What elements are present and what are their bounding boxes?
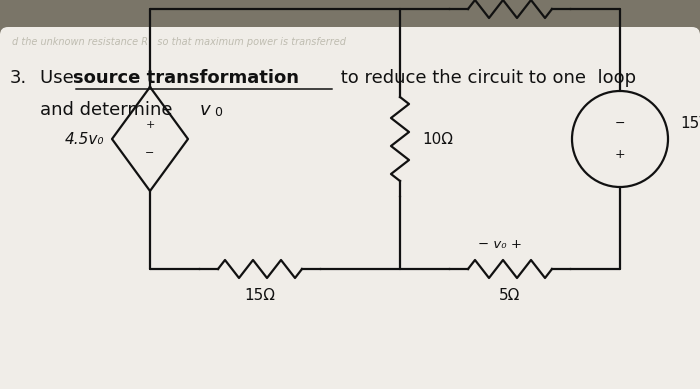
Text: 15Ω: 15Ω [244,288,276,303]
Text: source transformation: source transformation [73,69,299,87]
Text: 3.: 3. [10,69,27,87]
Text: 0: 0 [214,106,222,119]
Text: +: + [146,120,155,130]
Text: −: − [615,116,625,130]
Text: Use: Use [40,69,80,87]
FancyBboxPatch shape [0,34,700,389]
Text: d the unknown resistance R   so that maximum power is transferred: d the unknown resistance R so that maxim… [12,37,346,47]
Text: 5Ω: 5Ω [499,288,521,303]
Text: 15V: 15V [680,116,700,131]
Text: and determine: and determine [40,101,178,119]
Text: to reduce the circuit to one  loop: to reduce the circuit to one loop [335,69,636,87]
Text: −: − [146,148,155,158]
Text: − v₀ +: − v₀ + [478,238,522,251]
Text: +: + [615,149,625,161]
Text: 4.5v₀: 4.5v₀ [64,131,104,147]
Text: v: v [200,101,211,119]
FancyBboxPatch shape [0,27,700,389]
Text: 10Ω: 10Ω [422,131,453,147]
